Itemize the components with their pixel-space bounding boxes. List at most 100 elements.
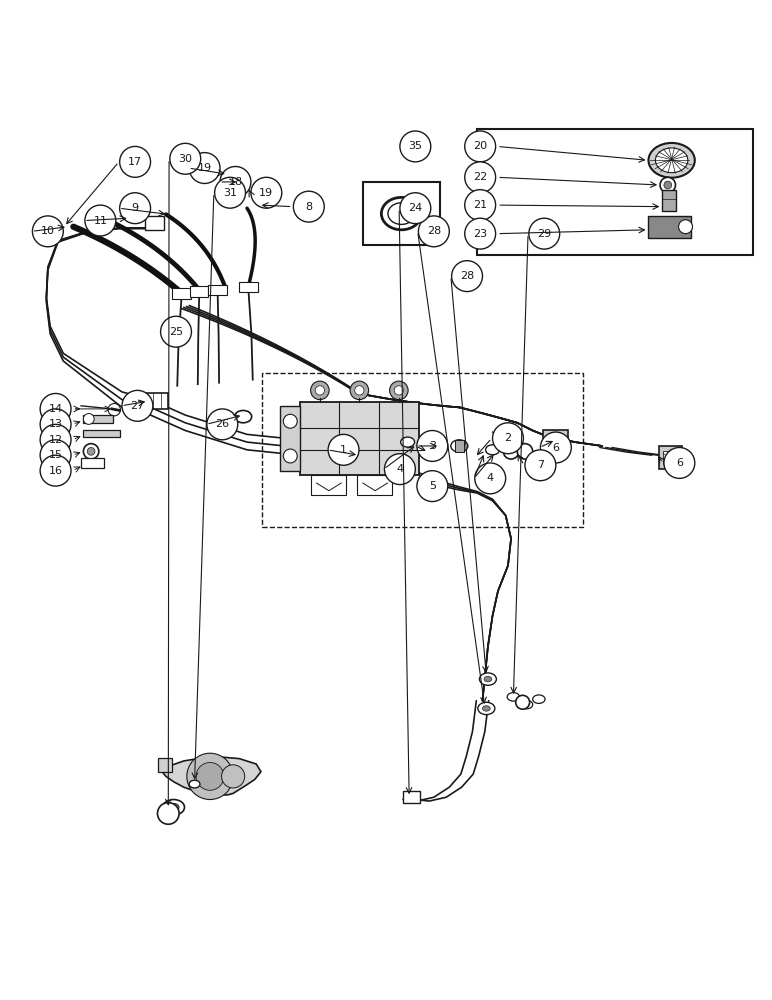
Text: 9: 9 — [131, 203, 139, 213]
Text: 30: 30 — [178, 154, 192, 164]
Ellipse shape — [479, 673, 496, 685]
Circle shape — [87, 448, 95, 455]
Bar — [300, 402, 419, 475]
Ellipse shape — [235, 410, 252, 423]
Circle shape — [529, 218, 560, 249]
Circle shape — [187, 753, 233, 800]
Bar — [262, 373, 583, 527]
Text: 27: 27 — [130, 401, 144, 411]
Circle shape — [475, 463, 506, 494]
Circle shape — [384, 454, 415, 485]
Bar — [477, 129, 753, 255]
Circle shape — [283, 414, 297, 428]
Bar — [455, 440, 464, 452]
Text: 16: 16 — [49, 466, 63, 476]
Circle shape — [40, 409, 71, 440]
Ellipse shape — [533, 695, 545, 703]
Circle shape — [503, 444, 519, 459]
Text: 26: 26 — [215, 419, 229, 429]
Text: 2: 2 — [504, 433, 512, 443]
Bar — [662, 190, 676, 211]
Circle shape — [502, 434, 511, 443]
Text: 10: 10 — [41, 226, 55, 236]
Circle shape — [328, 434, 359, 465]
Ellipse shape — [401, 437, 415, 447]
Text: 11: 11 — [93, 216, 107, 226]
Ellipse shape — [388, 203, 415, 224]
Circle shape — [207, 409, 238, 440]
Circle shape — [664, 181, 672, 189]
Text: 20: 20 — [473, 141, 487, 151]
Circle shape — [120, 193, 151, 224]
Ellipse shape — [484, 676, 492, 682]
Circle shape — [196, 762, 224, 790]
Bar — [239, 282, 258, 292]
Text: 24: 24 — [408, 203, 422, 213]
Bar — [403, 791, 420, 803]
Bar — [548, 435, 564, 450]
Text: 21: 21 — [473, 200, 487, 210]
Text: 7: 7 — [537, 460, 544, 470]
FancyBboxPatch shape — [357, 475, 392, 495]
Text: 18: 18 — [229, 177, 242, 187]
Circle shape — [40, 455, 71, 486]
Circle shape — [465, 162, 496, 193]
Circle shape — [465, 218, 496, 249]
Ellipse shape — [163, 800, 185, 815]
Circle shape — [315, 386, 324, 395]
Bar — [145, 216, 164, 230]
Text: 12: 12 — [49, 435, 63, 445]
Circle shape — [40, 393, 71, 424]
Circle shape — [122, 390, 153, 421]
Ellipse shape — [451, 440, 468, 452]
Ellipse shape — [482, 706, 490, 711]
Ellipse shape — [189, 780, 200, 788]
Circle shape — [394, 386, 404, 395]
Circle shape — [354, 386, 364, 395]
Bar — [137, 393, 168, 409]
Bar — [208, 285, 227, 295]
Circle shape — [120, 146, 151, 177]
Bar — [659, 446, 682, 469]
Circle shape — [540, 432, 571, 463]
Circle shape — [493, 423, 523, 454]
Circle shape — [108, 403, 120, 416]
Circle shape — [664, 448, 695, 478]
Circle shape — [350, 381, 369, 400]
Circle shape — [215, 177, 245, 208]
Circle shape — [157, 803, 179, 824]
Circle shape — [516, 695, 530, 709]
Circle shape — [465, 190, 496, 221]
Circle shape — [83, 444, 99, 459]
Circle shape — [310, 381, 329, 400]
FancyBboxPatch shape — [648, 216, 691, 238]
Circle shape — [220, 166, 251, 197]
Ellipse shape — [648, 143, 695, 178]
Circle shape — [32, 216, 63, 247]
Text: 6: 6 — [552, 443, 560, 453]
Circle shape — [251, 177, 282, 208]
Text: 1: 1 — [340, 445, 347, 455]
Bar — [172, 288, 191, 299]
Circle shape — [161, 316, 191, 347]
Circle shape — [400, 131, 431, 162]
Circle shape — [85, 205, 116, 236]
Ellipse shape — [520, 700, 533, 709]
Circle shape — [417, 471, 448, 502]
Circle shape — [417, 431, 448, 461]
Text: 14: 14 — [49, 404, 63, 414]
Text: 6: 6 — [676, 458, 683, 468]
Text: 19: 19 — [259, 188, 273, 198]
Bar — [543, 430, 568, 454]
Circle shape — [40, 440, 71, 471]
Text: 35: 35 — [408, 141, 422, 151]
Ellipse shape — [424, 438, 441, 451]
Ellipse shape — [381, 197, 422, 230]
Text: 8: 8 — [305, 202, 313, 212]
Ellipse shape — [478, 702, 495, 715]
Ellipse shape — [507, 693, 520, 701]
Circle shape — [679, 220, 692, 234]
Circle shape — [293, 191, 324, 222]
Ellipse shape — [168, 803, 179, 811]
Circle shape — [283, 449, 297, 463]
